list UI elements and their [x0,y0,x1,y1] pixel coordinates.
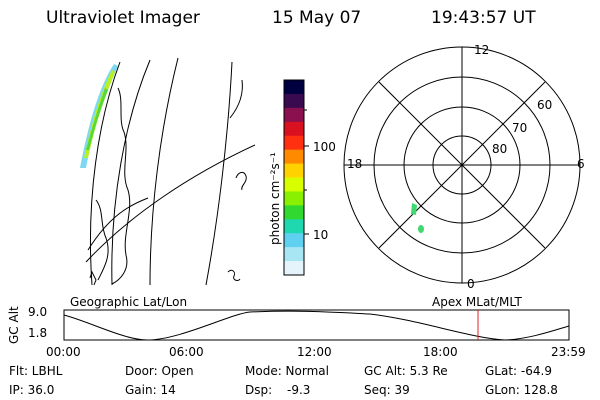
colorbar-stripe [284,177,304,193]
lon-line [85,144,256,263]
mlat-label-60: 60 [537,98,553,112]
dsp-value: -9.3 [287,383,311,397]
colorbar-stripe [284,93,304,109]
timeline-xtick-0600: 06:00 [169,345,204,359]
instrument-title: Ultraviolet Imager [46,8,200,28]
glat-status: GLat: -64.9 [485,364,552,378]
apex-label: Apex MLat/MLT [432,295,522,309]
polar-plot [343,46,581,284]
lat-line [89,61,121,286]
colorbar-unit-label: photon cm⁻²s⁻¹ [268,152,282,245]
geographic-label: Geographic Lat/Lon [70,295,188,309]
lat-line [111,59,151,286]
dsp-label: Dsp: [245,383,273,397]
timeline-xtick-0000: 00:00 [46,345,81,359]
mlt-label-18: 18 [347,157,363,171]
colorbar-stripe [284,261,304,276]
timeline-xtick-1800: 18:00 [423,345,458,359]
timeline-ytick-high: 9.0 [28,305,48,319]
seq-status: Seq: 39 [364,383,410,397]
mlat-label-70: 70 [512,121,528,135]
door-status: Door: Open [125,364,194,378]
altitude-curve [63,310,570,341]
colorbar-stripe [284,191,304,206]
mlt-label-6: 6 [577,157,585,171]
time-label: 19:43:57 UT [431,8,536,28]
lon-line [87,197,149,251]
colorbar-stripe [284,80,304,95]
lat-line [205,61,233,286]
date-label: 15 May 07 [272,8,362,28]
mode-status: Mode: Normal [245,364,329,378]
gc-alt-status: GC Alt: 5.3 Re [364,364,448,378]
colorbar-stripe [284,233,304,248]
ip-status: IP: 36.0 [9,383,55,397]
colorbar-stripe [284,149,304,165]
geographic-map [85,57,256,286]
timeline-xtick-2359: 23:59 [551,345,586,359]
colorbar-stripe [284,121,304,137]
coastline [235,171,247,191]
coastline [95,199,109,281]
colorbar-stripe [284,205,304,220]
lat-line [149,57,179,286]
glon-status: GLon: 128.8 [485,383,558,397]
colorbar-stripe [284,135,304,151]
coastline [89,270,97,286]
timeline-xtick-1200: 12:00 [297,345,332,359]
colorbar-stripe [284,247,304,262]
coastline [111,87,131,285]
colorbar-tick-100: 100 [313,140,336,154]
lat-line [229,79,243,119]
filter-status: Flt: LBHL [9,364,63,378]
colorbar-tick-10: 10 [313,228,329,242]
aurora-band [80,64,118,168]
timeline-ylabel: GC Alt [7,306,21,344]
colorbar-stripe [284,219,304,234]
coastline [227,269,241,281]
polar-spots [411,203,424,233]
gain-status: Gain: 14 [125,383,176,397]
colorbar-stripe [284,163,304,179]
colorbar-stripe [284,107,304,123]
timeline-ytick-low: 1.8 [28,326,48,340]
mlat-label-80: 80 [492,142,508,156]
timeline-chart [63,309,570,341]
mlt-label-12: 12 [474,43,490,57]
polar-axis-diag [378,81,546,249]
colorbar [283,79,309,276]
mlt-label-0: 0 [467,277,475,291]
